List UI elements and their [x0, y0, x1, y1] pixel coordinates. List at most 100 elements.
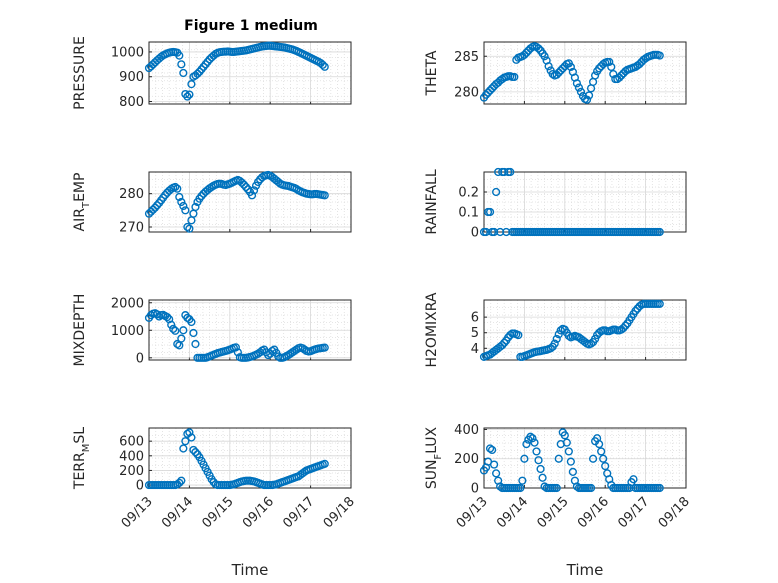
- y-tick-label: 600: [119, 435, 144, 450]
- data-point: [175, 51, 184, 60]
- data-point: [189, 328, 198, 338]
- data-point: [239, 180, 249, 189]
- data-point: [526, 432, 535, 441]
- data-point: [655, 483, 664, 493]
- data-point: [566, 457, 575, 466]
- data-point: [605, 57, 614, 67]
- subplot-pressure: 800 900 1000 PRESSURE: [72, 36, 352, 110]
- data-point: [500, 338, 509, 347]
- data-point: [506, 167, 515, 177]
- y-tick-label: 400: [119, 449, 144, 464]
- data-point: [554, 68, 563, 77]
- data-point: [510, 72, 519, 82]
- data-point: [595, 64, 604, 73]
- y-tick-label: 0: [471, 226, 479, 241]
- y-tick-label: 6: [471, 311, 479, 326]
- data-point: [635, 59, 644, 69]
- data-point: [171, 326, 180, 335]
- y-tick-label: 0.1: [458, 206, 479, 221]
- subplot-theta: 280 285 THETA: [424, 41, 687, 105]
- data-point: [490, 227, 499, 237]
- y-axis-label-subscript: M: [81, 444, 92, 453]
- data-point: [556, 66, 565, 75]
- data-point: [155, 312, 164, 321]
- y-tick-label: 1000: [111, 324, 144, 339]
- data-point: [185, 428, 194, 437]
- data-point: [318, 60, 327, 69]
- data-point: [191, 339, 200, 349]
- data-point: [148, 205, 158, 214]
- y-axis-label: MIXDEPTH: [72, 294, 88, 367]
- data-point: [617, 71, 626, 80]
- data-point: [185, 90, 194, 99]
- y-axis-label-subscript: T: [81, 201, 92, 209]
- data-point: [179, 201, 188, 211]
- data-point: [485, 86, 495, 95]
- data-point: [586, 339, 596, 348]
- data-point: [550, 339, 559, 348]
- y-axis-label-main: TERR: [72, 452, 88, 490]
- axes-frame: [483, 299, 687, 361]
- subplot-rainfall: 0 0.1 0.2 RAINFALL: [424, 167, 687, 241]
- data-point: [185, 224, 194, 233]
- data-point: [161, 190, 170, 200]
- y-axis-label-tail: LUX: [424, 426, 440, 453]
- y-tick-label: 800: [119, 95, 144, 110]
- figure-title: Figure 1 medium: [184, 18, 318, 34]
- data-point: [599, 454, 608, 463]
- y-tick-label: 200: [119, 464, 144, 479]
- y-tick-label: 285: [454, 50, 479, 65]
- data-point: [152, 310, 162, 319]
- data-point: [528, 434, 537, 443]
- data-point: [590, 71, 600, 80]
- data-point: [609, 69, 618, 79]
- data-point: [576, 87, 586, 96]
- data-point: [177, 60, 186, 69]
- data-point: [540, 52, 549, 61]
- y-tick-label: 200: [454, 452, 479, 467]
- data-point: [554, 454, 563, 463]
- subplot-h2omixra: 456 H2OMIXRA: [424, 292, 687, 368]
- data-point: [167, 320, 176, 329]
- y-axis-label: SUNFLUX: [424, 426, 444, 489]
- data-point: [177, 476, 186, 485]
- data-point: [487, 445, 497, 455]
- data-point: [502, 227, 511, 237]
- data-point: [191, 202, 200, 212]
- data-point: [187, 433, 196, 442]
- data-point: [564, 447, 573, 456]
- data-point: [655, 51, 664, 60]
- data-point: [183, 92, 192, 101]
- data-point: [268, 346, 277, 356]
- data-point: [320, 191, 329, 200]
- data-point: [320, 62, 329, 71]
- data-point: [522, 48, 531, 57]
- data-point: [582, 95, 592, 104]
- data-point: [485, 444, 495, 453]
- y-axis-label: PRESSURE: [72, 36, 88, 110]
- data-point: [607, 62, 616, 72]
- y-axis-label: TERRMSL: [72, 427, 92, 490]
- data-point: [534, 456, 543, 465]
- data-point: [490, 460, 499, 469]
- y-tick-label: 5: [471, 326, 479, 341]
- data-point: [483, 88, 493, 97]
- data-point: [487, 84, 497, 93]
- y-axis-label-main: MIXDEPTH: [72, 294, 88, 367]
- data-point: [485, 207, 495, 217]
- axes-frame: [483, 41, 687, 105]
- data-point: [187, 80, 196, 89]
- data-point: [520, 454, 529, 463]
- data-point: [249, 186, 259, 195]
- data-point: [183, 313, 192, 322]
- y-axis-label: H2OMIXRA: [424, 292, 440, 367]
- y-axis-label-tail: EMP: [72, 173, 88, 202]
- y-tick-label: 0: [136, 351, 144, 366]
- data-point: [152, 201, 162, 210]
- data-point: [237, 178, 247, 187]
- data-point: [536, 464, 545, 474]
- data-point: [233, 348, 242, 357]
- data-point: [481, 90, 491, 99]
- data-point: [492, 469, 501, 478]
- data-point: [520, 50, 529, 59]
